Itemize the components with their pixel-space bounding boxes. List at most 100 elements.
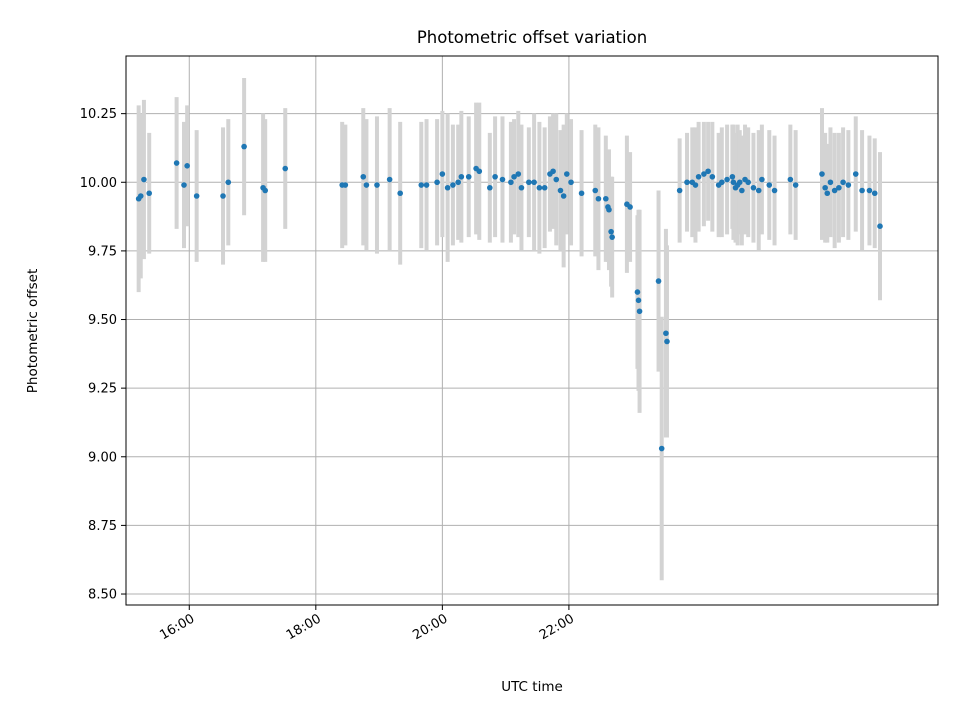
data-point	[824, 190, 831, 197]
data-point	[664, 338, 670, 345]
data-point	[578, 190, 585, 197]
y-axis-ticks: 8.50 8.75 9.00 9.25 9.50 9.75 10.00 10.25	[80, 107, 126, 603]
data-point	[541, 184, 548, 191]
data-point	[792, 182, 799, 188]
data-point	[705, 168, 711, 175]
y-tick-label: 9.75	[88, 244, 117, 259]
data-point	[608, 228, 614, 235]
data-point	[655, 278, 662, 284]
data-point	[609, 234, 615, 240]
data-point	[766, 182, 773, 188]
data-point	[877, 223, 883, 229]
data-point	[342, 182, 349, 188]
data-point	[845, 182, 852, 188]
data-point	[492, 173, 498, 180]
data-point	[771, 187, 778, 194]
data-point	[137, 193, 144, 199]
data-point	[719, 179, 725, 186]
data-point	[695, 173, 702, 180]
x-axis-label: UTC time	[501, 679, 563, 695]
data-point	[518, 184, 525, 191]
y-tick-label: 10.25	[80, 107, 117, 122]
data-point	[729, 173, 736, 180]
data-point	[550, 168, 556, 175]
data-point	[724, 176, 730, 183]
data-point	[603, 195, 609, 202]
data-point	[262, 187, 269, 194]
data-point	[282, 165, 289, 172]
data-point	[434, 179, 440, 186]
data-point	[220, 193, 226, 199]
data-point	[386, 176, 393, 183]
y-tick-label: 9.50	[88, 313, 117, 328]
data-point	[840, 179, 846, 186]
data-point	[595, 195, 602, 202]
data-point	[225, 179, 232, 186]
data-point	[564, 171, 570, 177]
data-point	[508, 179, 514, 186]
data-point	[636, 308, 643, 315]
data-point	[736, 179, 743, 186]
data-point	[819, 171, 825, 177]
data-points	[135, 143, 883, 452]
y-tick-label: 8.75	[88, 519, 117, 534]
data-point	[418, 182, 425, 188]
data-point	[658, 445, 665, 452]
data-point	[439, 171, 446, 177]
y-tick-label: 9.00	[88, 450, 117, 465]
data-point	[423, 182, 430, 188]
data-point	[568, 179, 574, 186]
data-point	[827, 179, 834, 186]
data-point	[730, 179, 737, 186]
data-point	[701, 171, 707, 177]
data-point	[526, 179, 532, 186]
data-point	[455, 179, 461, 186]
data-point	[787, 176, 794, 183]
data-point	[755, 187, 762, 194]
data-point	[553, 176, 560, 183]
data-point	[750, 184, 757, 191]
data-point	[560, 193, 567, 199]
data-point	[141, 176, 147, 183]
data-point	[836, 184, 842, 191]
data-point	[745, 179, 751, 186]
data-point	[184, 163, 190, 169]
data-point	[241, 143, 247, 150]
data-point	[709, 173, 716, 180]
data-point	[193, 193, 200, 199]
data-point	[173, 160, 180, 166]
y-tick-label: 8.50	[88, 588, 117, 603]
data-point	[465, 173, 472, 180]
data-point	[458, 173, 465, 180]
data-point	[822, 184, 828, 191]
data-point	[536, 184, 543, 191]
data-point	[663, 330, 669, 337]
data-point	[635, 297, 642, 304]
plot-frame	[125, 55, 939, 606]
data-point	[363, 182, 370, 188]
data-point	[852, 171, 859, 177]
data-point	[627, 204, 633, 210]
data-point	[444, 184, 451, 191]
data-point	[831, 187, 838, 194]
data-point	[866, 187, 873, 194]
data-point	[499, 176, 506, 183]
y-tick-label: 9.25	[88, 382, 117, 397]
data-point	[676, 187, 683, 194]
data-point	[515, 171, 522, 177]
data-point	[476, 168, 483, 175]
data-point	[511, 173, 517, 180]
data-point	[146, 190, 152, 197]
data-point	[871, 190, 878, 197]
data-point	[397, 190, 403, 197]
data-point	[759, 176, 765, 183]
y-tick-label: 10.00	[80, 176, 117, 191]
data-point	[360, 173, 367, 180]
data-point	[450, 182, 456, 188]
data-point	[592, 187, 599, 194]
data-point	[739, 187, 745, 194]
data-point	[487, 184, 493, 191]
data-point	[606, 206, 612, 213]
data-point	[684, 179, 690, 186]
